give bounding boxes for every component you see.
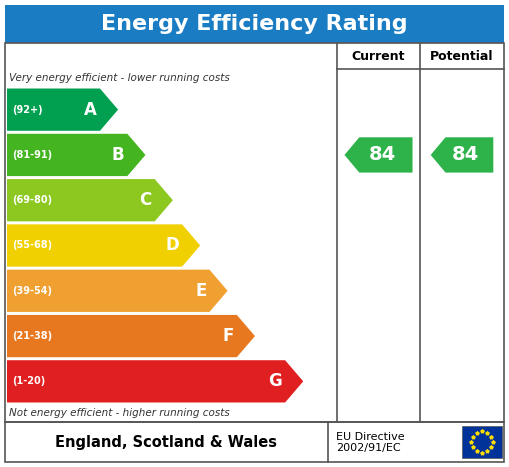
Bar (5, 5, 504, 43)
Text: (69-80): (69-80) (12, 195, 52, 205)
Text: Energy Efficiency Rating: Energy Efficiency Rating (101, 14, 408, 34)
Polygon shape (7, 360, 303, 403)
Text: 84: 84 (452, 145, 479, 164)
Text: C: C (139, 191, 152, 209)
Text: England, Scotland & Wales: England, Scotland & Wales (55, 434, 277, 450)
Polygon shape (7, 315, 255, 357)
Text: (81-91): (81-91) (12, 150, 52, 160)
Polygon shape (7, 89, 118, 131)
Bar (462, 426, 502, 458)
Text: (21-38): (21-38) (12, 331, 52, 341)
Polygon shape (7, 134, 146, 176)
Text: Very energy efficient - lower running costs: Very energy efficient - lower running co… (9, 73, 230, 83)
Text: A: A (84, 101, 97, 119)
Text: Potential: Potential (430, 50, 494, 63)
Text: D: D (165, 236, 179, 255)
Text: Not energy efficient - higher running costs: Not energy efficient - higher running co… (9, 408, 230, 418)
Text: 2002/91/EC: 2002/91/EC (336, 443, 401, 453)
Text: Current: Current (352, 50, 405, 63)
Polygon shape (345, 137, 412, 173)
Polygon shape (7, 179, 173, 221)
Text: 84: 84 (369, 145, 396, 164)
Text: EU Directive: EU Directive (336, 432, 405, 442)
Polygon shape (7, 269, 228, 312)
Polygon shape (7, 224, 200, 267)
Text: (1-20): (1-20) (12, 376, 45, 386)
Text: (39-54): (39-54) (12, 286, 52, 296)
Bar (5, 422, 504, 462)
Text: (55-68): (55-68) (12, 241, 52, 250)
Text: B: B (111, 146, 124, 164)
Text: (92+): (92+) (12, 105, 43, 114)
Text: F: F (222, 327, 234, 345)
Text: E: E (195, 282, 207, 300)
Text: G: G (268, 372, 282, 390)
Bar (5, 43, 504, 422)
Polygon shape (431, 137, 493, 173)
